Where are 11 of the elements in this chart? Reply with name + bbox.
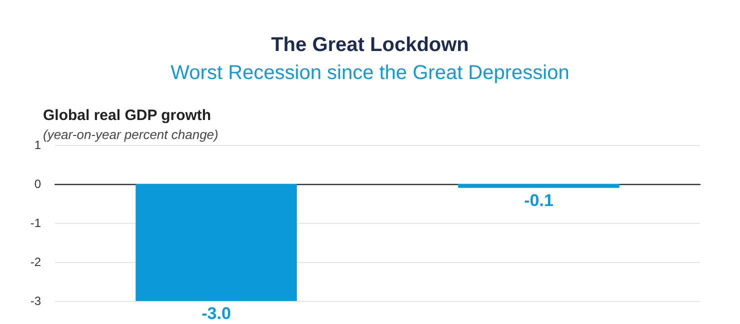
chart-subtitle: Worst Recession since the Great Depression [170,62,570,84]
y-tick-label: -3 [30,294,42,308]
y-tick-label: -1 [30,216,42,230]
y-tick-label: 1 [34,138,42,152]
data-label: -3.0 [202,304,231,323]
text: (year-on-year percent change) [43,127,218,142]
y-axis-title: Global real GDP growth [43,107,212,124]
y-tick-label: -2 [30,255,42,269]
y-tick-label: 0 [34,177,42,191]
chart-title: The Great Lockdown [271,34,469,56]
data-label: -0.1 [524,190,554,210]
